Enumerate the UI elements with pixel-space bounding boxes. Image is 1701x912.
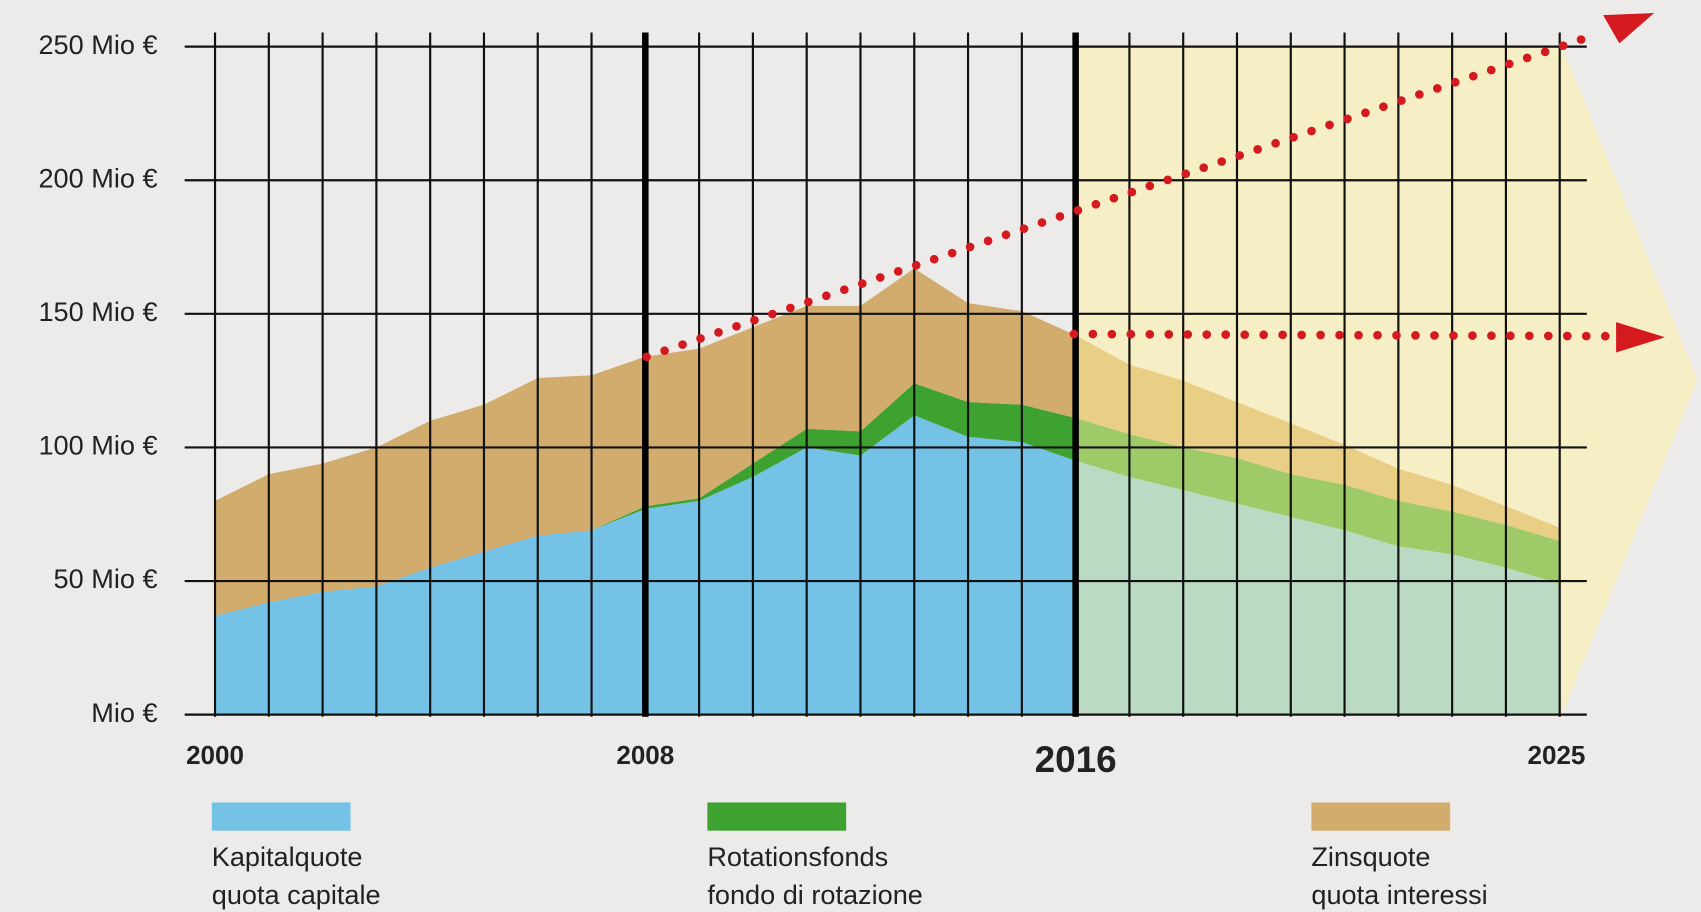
x-tick-label: 2000 xyxy=(186,740,244,770)
x-tick-label: 2016 xyxy=(1035,739,1117,780)
legend-sublabel: fondo di rotazione xyxy=(707,879,923,910)
legend-sublabel: quota capitale xyxy=(212,879,381,910)
y-tick-label: 100 Mio € xyxy=(38,430,157,461)
legend-swatch xyxy=(211,802,351,831)
legend-label: Kapitalquote xyxy=(212,841,363,872)
y-tick-label: 150 Mio € xyxy=(38,296,157,327)
growth-trend xyxy=(642,31,1597,362)
arrow-head xyxy=(1616,322,1665,353)
y-tick-label: 50 Mio € xyxy=(54,563,158,594)
y-tick-label: 250 Mio € xyxy=(38,29,157,60)
legend-label: Rotationsfonds xyxy=(707,841,888,872)
x-tick-label: 2025 xyxy=(1528,740,1586,770)
legend-label: Zinsquote xyxy=(1311,841,1430,872)
forecast-region xyxy=(1077,46,1698,715)
arrow-head xyxy=(1603,13,1655,44)
y-tick-label: 200 Mio € xyxy=(38,162,157,193)
area xyxy=(215,268,1560,616)
flat-trend xyxy=(1069,329,1616,341)
y-tick-label: Mio € xyxy=(91,697,157,728)
trend-arrows xyxy=(642,13,1665,362)
legend-sublabel: quota interessi xyxy=(1311,879,1487,910)
legend-swatch xyxy=(1311,802,1451,831)
legend-swatch xyxy=(707,802,847,831)
x-tick-label: 2008 xyxy=(616,740,674,770)
